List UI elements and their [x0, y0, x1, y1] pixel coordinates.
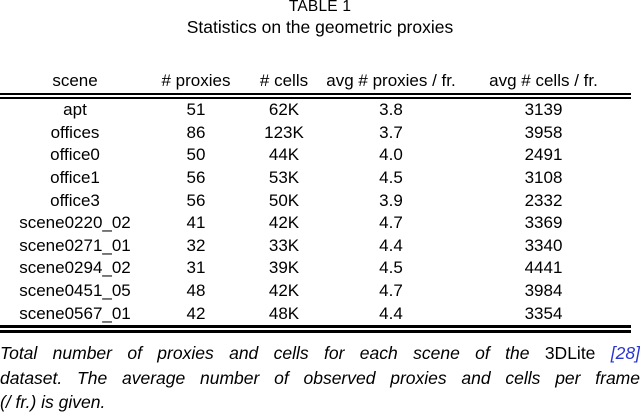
table-header-row: scene # proxies # cells avg # proxies / fr.…	[0, 62, 631, 99]
table-cell: 86	[186, 122, 206, 142]
table-title-block: TABLE 1 Statistics on the geometric prox…	[0, 0, 640, 38]
table-cell: 42	[150, 302, 242, 333]
table-cell: 3.9	[379, 190, 403, 210]
table-cell: 123K	[264, 122, 304, 142]
table-cell: scene0294_02	[19, 258, 131, 278]
table-row: apt 51 62K 3.8 3139	[0, 96, 631, 122]
column-header: avg # cells / fr.	[456, 62, 631, 99]
table-row: scene0451_05 48 42K 4.7 3984	[0, 280, 631, 303]
table-cell: office1	[50, 168, 100, 188]
caption-brand: 3DLite	[544, 343, 596, 363]
caption-line-1: Total number of proxies and cells for ea…	[0, 341, 640, 366]
citation-link[interactable]: [28]	[610, 343, 640, 363]
table-title: Statistics on the geometric proxies	[186, 17, 454, 37]
table-cell: 33K	[268, 235, 300, 255]
table-cell: 3354	[456, 302, 631, 333]
table-cell: 2332	[524, 190, 563, 210]
column-header: avg # proxies / fr.	[326, 62, 456, 99]
table-cell: 4.7	[379, 281, 403, 301]
table-cell: 2491	[524, 145, 563, 165]
table-cell: 62K	[268, 100, 300, 120]
table-cell: 39K	[268, 258, 300, 278]
table-cell: 42K	[268, 213, 300, 233]
caption-line-2: dataset. The average number of observed …	[0, 367, 640, 388]
table-caption: Total number of proxies and cells for ea…	[0, 341, 640, 415]
table-cell: 3.8	[379, 100, 403, 120]
table-row: scene0567_01 42 48K 4.4 3354	[0, 302, 631, 333]
caption-text-1: Total number of proxies and cells for ea…	[0, 343, 530, 363]
table-cell: 32	[186, 235, 206, 255]
caption-line-3: (/ fr.) is given.	[0, 392, 106, 412]
table-cell: 51	[186, 100, 206, 120]
table-cell: 48K	[242, 302, 326, 333]
table-cell: scene0567_01	[0, 302, 150, 333]
table-cell: 50	[186, 145, 206, 165]
table-cell: 3340	[524, 235, 563, 255]
table-cell: 50K	[268, 190, 300, 210]
statistics-table: scene # proxies # cells avg # proxies / fr.…	[0, 62, 631, 333]
table-cell: scene0220_02	[19, 213, 131, 233]
table-cell: 41	[186, 213, 206, 233]
table-cell: 44K	[268, 145, 300, 165]
table-cell: office3	[50, 190, 100, 210]
table-cell: 3139	[524, 100, 563, 120]
table-row: offices 86 123K 3.7 3958	[0, 122, 631, 145]
table-cell: 4.0	[379, 145, 403, 165]
table-cell: 4.4	[326, 302, 456, 333]
table-cell: 3108	[524, 168, 563, 188]
table-cell: 42K	[268, 281, 300, 301]
table-cell: scene0271_01	[19, 235, 131, 255]
column-header: # cells	[242, 62, 326, 99]
table-cell: 4.7	[379, 213, 403, 233]
column-header: scene	[0, 62, 150, 99]
table-cell: office0	[50, 145, 100, 165]
table-cell: 4.5	[379, 168, 403, 188]
table-cell: 53K	[268, 168, 300, 188]
table-row: office3 56 50K 3.9 2332	[0, 189, 631, 212]
table-row: office1 56 53K 4.5 3108	[0, 167, 631, 190]
table-cell: 31	[186, 258, 206, 278]
table-row: scene0220_02 41 42K 4.7 3369	[0, 212, 631, 235]
table-cell: 3369	[524, 213, 563, 233]
column-header: # proxies	[150, 62, 242, 99]
table-cell: 4.5	[379, 258, 403, 278]
table-cell: 3.7	[379, 122, 403, 142]
table-cell: offices	[50, 122, 100, 142]
table-cell: apt	[63, 100, 87, 120]
table-row: scene0294_02 31 39K 4.5 4441	[0, 257, 631, 280]
table-cell: 4441	[524, 258, 563, 278]
table-cell: 4.4	[379, 235, 403, 255]
table-label: TABLE 1	[288, 0, 352, 15]
table-cell: 56	[186, 190, 206, 210]
table-cell: scene0451_05	[19, 281, 131, 301]
table-cell: 3984	[524, 281, 563, 301]
table-cell: 48	[186, 281, 206, 301]
table-body: apt 51 62K 3.8 3139 offices 86 123K 3.7 3958 offic…	[0, 96, 631, 333]
table-cell: 3958	[524, 122, 563, 142]
table-cell: 56	[186, 168, 206, 188]
table-row: office0 50 44K 4.0 2491	[0, 144, 631, 167]
table-row: scene0271_01 32 33K 4.4 3340	[0, 235, 631, 258]
